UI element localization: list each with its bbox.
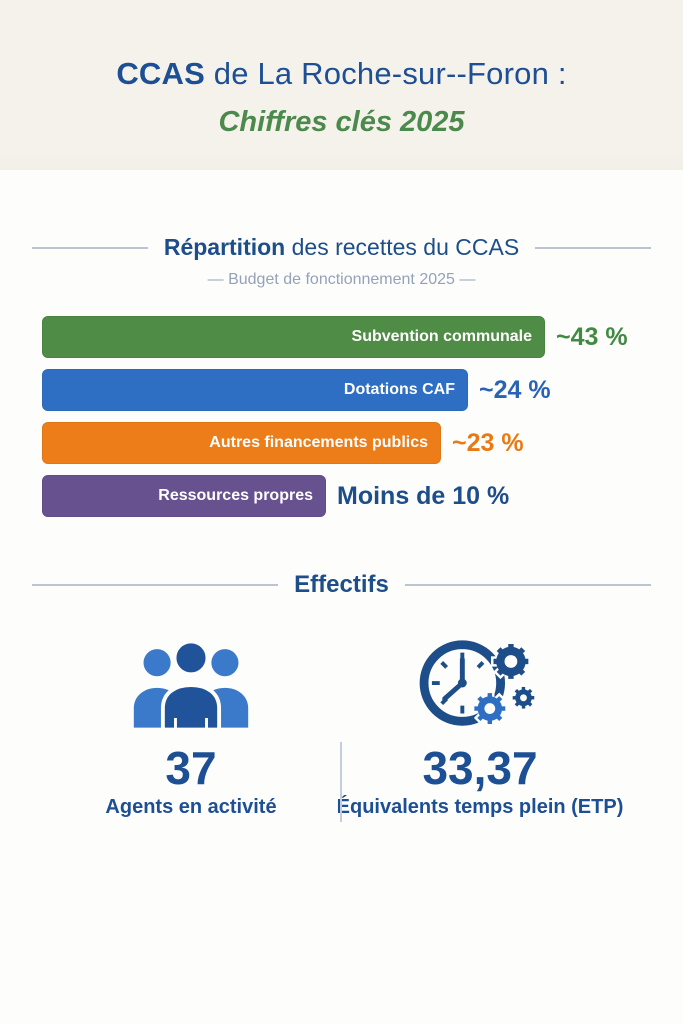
- bar-value: ~43 %: [556, 322, 628, 351]
- page-subtitle: Chiffres clés 2025: [218, 106, 465, 138]
- header-banner: [0, 0, 683, 170]
- heading-rule-right: [404, 584, 651, 586]
- bar-segment: Dotations CAF: [42, 369, 468, 411]
- bar-value: Moins de 10 %: [337, 481, 510, 510]
- stat-etp: 33,37 Équivalents temps plein (ETP): [332, 631, 628, 819]
- clock-gears-icon: [332, 631, 628, 739]
- staff-section-title: Effectifs: [294, 571, 389, 598]
- bar-row: Dotations CAF ~24 %: [42, 369, 683, 411]
- bar-value: ~23 %: [452, 428, 524, 457]
- page-title: CCAS de La Roche-sur--Foron :: [0, 56, 683, 92]
- bar-label: Subvention communale: [351, 328, 532, 345]
- revenue-section-title: Répartition des recettes du CCAS: [163, 234, 520, 260]
- bar-label: Autres financements publics: [209, 434, 428, 451]
- bar-segment: Subvention communale: [42, 316, 545, 358]
- agents-count: 37: [165, 742, 217, 794]
- revenue-section-subtitle: — Budget de fonctionnement 2025 —: [207, 271, 476, 288]
- stat-agents: 37 Agents en activité: [50, 631, 332, 819]
- bar-label: Ressources propres: [158, 487, 313, 504]
- bar-segment: Ressources propres: [42, 475, 326, 517]
- heading-rule-left: [32, 584, 279, 586]
- etp-label: Équivalents temps plein (ETP): [336, 796, 624, 819]
- etp-count: 33,37: [422, 742, 538, 794]
- revenue-section-heading: Répartition des recettes du CCAS: [0, 234, 683, 261]
- heading-rule-left: [32, 246, 148, 249]
- heading-rule-right: [535, 246, 651, 249]
- staff-section-heading: Effectifs: [0, 571, 683, 599]
- bar-row: Subvention communale ~43 %: [42, 316, 683, 358]
- bar-value: ~24 %: [479, 375, 551, 404]
- page-title-rest: de La Roche-sur--Foron :: [204, 56, 567, 91]
- agents-label: Agents en activité: [105, 796, 277, 819]
- bar-segment: Autres financements publics: [42, 422, 441, 464]
- people-group-icon: [50, 631, 332, 739]
- bar-row: Autres financements publics ~23 %: [42, 422, 683, 464]
- bar-row: Ressources propres Moins de 10 %: [42, 475, 683, 517]
- bar-label: Dotations CAF: [343, 381, 455, 398]
- page-title-acronym: CCAS: [116, 56, 205, 91]
- stats-vertical-divider: [340, 742, 342, 822]
- revenue-bar-chart: Subvention communale ~43 % Dotations CAF ~2…: [42, 316, 683, 528]
